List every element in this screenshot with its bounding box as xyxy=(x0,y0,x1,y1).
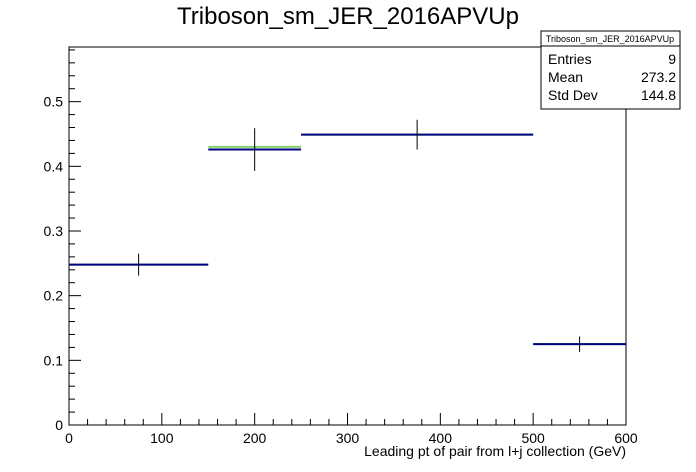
x-axis-label: Leading pt of pair from l+j collection (… xyxy=(364,443,626,459)
stats-value: 9 xyxy=(668,51,676,67)
stats-box-rows: Entries 9 Mean 273.2 Std Dev 144.8 xyxy=(548,51,676,103)
x-tick-label: 100 xyxy=(150,430,174,446)
stats-value: 144.8 xyxy=(641,87,676,103)
stats-label: Mean xyxy=(548,69,583,85)
histogram-series-2 xyxy=(69,119,626,352)
histogram-series xyxy=(69,119,626,352)
stats-box-frame xyxy=(540,30,681,110)
x-tick-label: 600 xyxy=(614,430,638,446)
histogram-series-1 xyxy=(69,133,626,346)
x-tick-label: 400 xyxy=(429,430,453,446)
stats-box: Triboson_sm_JER_2016APVUp Entries 9 Mean 27… xyxy=(540,30,681,110)
y-tick-label: 0.4 xyxy=(44,158,64,174)
y-tick-label: 0.1 xyxy=(44,352,64,368)
x-axis-ticks: 0 100 200 300 400 500 600 xyxy=(65,413,638,446)
y-tick-label: 0.5 xyxy=(44,94,64,110)
y-tick-label: 0.2 xyxy=(44,288,64,304)
stats-box-title: Triboson_sm_JER_2016APVUp xyxy=(546,34,674,44)
y-tick-label: 0.3 xyxy=(44,223,64,239)
y-axis-ticks: 0 0.1 0.2 0.3 0.4 0.5 xyxy=(44,49,81,433)
stats-label: Entries xyxy=(548,51,592,67)
x-tick-label: 200 xyxy=(243,430,267,446)
x-tick-label: 500 xyxy=(521,430,545,446)
stats-value: 273.2 xyxy=(641,69,676,85)
x-tick-label: 0 xyxy=(65,430,73,446)
y-tick-label: 0 xyxy=(55,417,63,433)
chart-title: Triboson_sm_JER_2016APVUp xyxy=(177,3,519,30)
stats-label: Std Dev xyxy=(548,87,598,103)
x-tick-label: 300 xyxy=(336,430,360,446)
